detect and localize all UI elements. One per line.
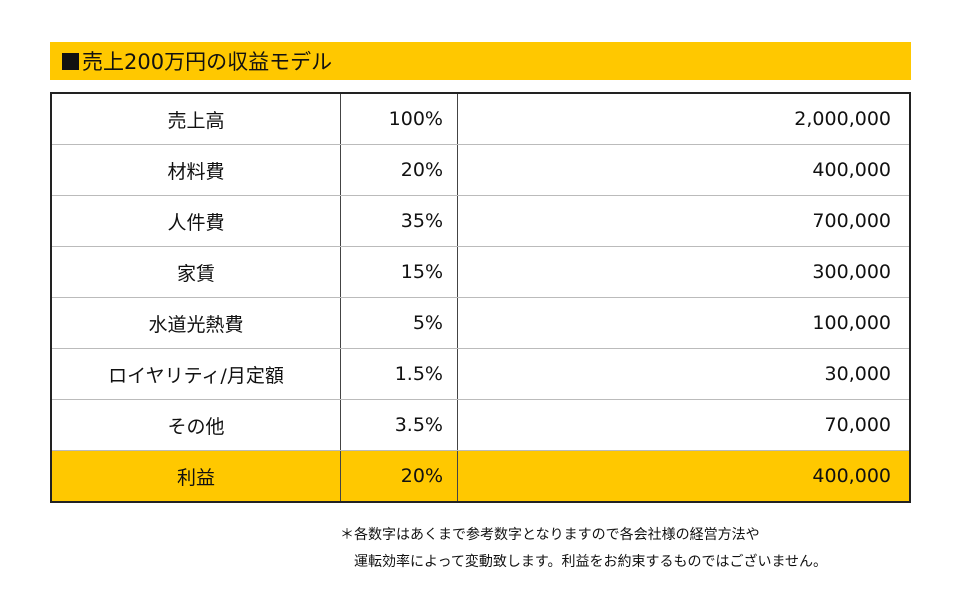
row-amount: 100,000 [457,297,911,349]
row-amount: 2,000,000 [457,92,911,145]
table-row: 材料費 20% 400,000 [50,144,911,196]
profit-model-table: 売上高 100% 2,000,000 材料費 20% 400,000 人件費 3… [50,92,911,503]
row-item-label: その他 [50,399,341,451]
row-percent: 3.5% [340,399,458,451]
row-item-label: 人件費 [50,195,341,247]
row-amount: 700,000 [457,195,911,247]
row-percent: 20% [340,450,458,503]
row-item-label: 家賃 [50,246,341,298]
table-row: 売上高 100% 2,000,000 [50,92,911,145]
disclaimer-note: ＊各数字はあくまで参考数字となりますので各会社様の経営方法や 運転効率によって変… [340,522,827,576]
row-percent: 100% [340,92,458,145]
row-percent: 15% [340,246,458,298]
row-percent: 35% [340,195,458,247]
table-row: ロイヤリティ/月定額 1.5% 30,000 [50,348,911,400]
disclaimer-line-2: 運転効率によって変動致します。利益をお約束するものではございません。 [354,554,828,570]
row-item-label: 水道光熱費 [50,297,341,349]
row-percent: 5% [340,297,458,349]
row-amount: 400,000 [457,450,911,503]
page-title: 売上200万円の収益モデル [82,50,333,74]
table-row: 水道光熱費 5% 100,000 [50,297,911,349]
row-percent: 20% [340,144,458,196]
profit-row: 利益 20% 400,000 [50,450,911,503]
row-item-label: 材料費 [50,144,341,196]
row-amount: 70,000 [457,399,911,451]
row-amount: 30,000 [457,348,911,400]
table-row: 人件費 35% 700,000 [50,195,911,247]
row-item-label: ロイヤリティ/月定額 [50,348,341,400]
disclaimer-line-1: ＊各数字はあくまで参考数字となりますので各会社様の経営方法や [340,527,760,543]
table-row: 家賃 15% 300,000 [50,246,911,298]
row-percent: 1.5% [340,348,458,400]
row-amount: 300,000 [457,246,911,298]
row-amount: 400,000 [457,144,911,196]
black-square-icon [62,52,79,70]
row-item-label: 利益 [50,450,341,503]
row-item-label: 売上高 [50,92,341,145]
title-bar: 売上200万円の収益モデル [50,42,911,80]
table-row: その他 3.5% 70,000 [50,399,911,451]
